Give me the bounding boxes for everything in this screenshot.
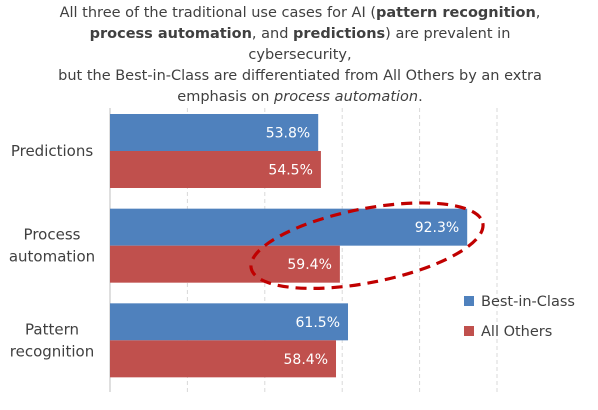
title-text: All three of the traditional use cases f… <box>59 5 376 21</box>
data-label: 53.8% <box>266 126 310 142</box>
category-label: recognition <box>10 342 94 360</box>
category-label: automation <box>9 248 95 266</box>
title-italic: process automation <box>274 89 419 105</box>
legend-swatch <box>464 296 474 306</box>
data-label: 92.3% <box>415 220 459 236</box>
category-label: Process <box>24 226 81 244</box>
data-label: 58.4% <box>284 352 328 368</box>
category-label: Pattern <box>25 320 79 338</box>
title-text: emphasis on <box>177 89 275 105</box>
data-label: 54.5% <box>268 163 312 179</box>
title-text: , and <box>251 26 294 42</box>
title-emphasis: process automation <box>89 26 252 42</box>
bar <box>110 245 340 283</box>
title-text: . <box>418 89 423 105</box>
bar <box>110 303 349 341</box>
legend-swatch <box>464 326 474 336</box>
chart-title: All three of the traditional use cases f… <box>40 3 560 108</box>
bar <box>110 340 337 378</box>
category-label: Predictions <box>11 142 94 160</box>
title-emphasis: pattern recognition <box>375 5 536 21</box>
annotation-ellipse <box>249 201 485 290</box>
legend-label: Best-in-Class <box>481 294 575 310</box>
bar <box>110 151 321 188</box>
bar <box>110 114 319 151</box>
legend-label: All Others <box>481 324 552 340</box>
bar <box>110 208 468 246</box>
title-text: but the Best-in-Class are differentiated… <box>58 68 542 84</box>
title-text: ) are prevalent in cybersecurity, <box>248 26 511 63</box>
data-label: 61.5% <box>296 315 340 331</box>
title-text: , <box>535 5 541 21</box>
data-label: 59.4% <box>287 257 331 273</box>
title-emphasis: predictions <box>293 26 386 42</box>
